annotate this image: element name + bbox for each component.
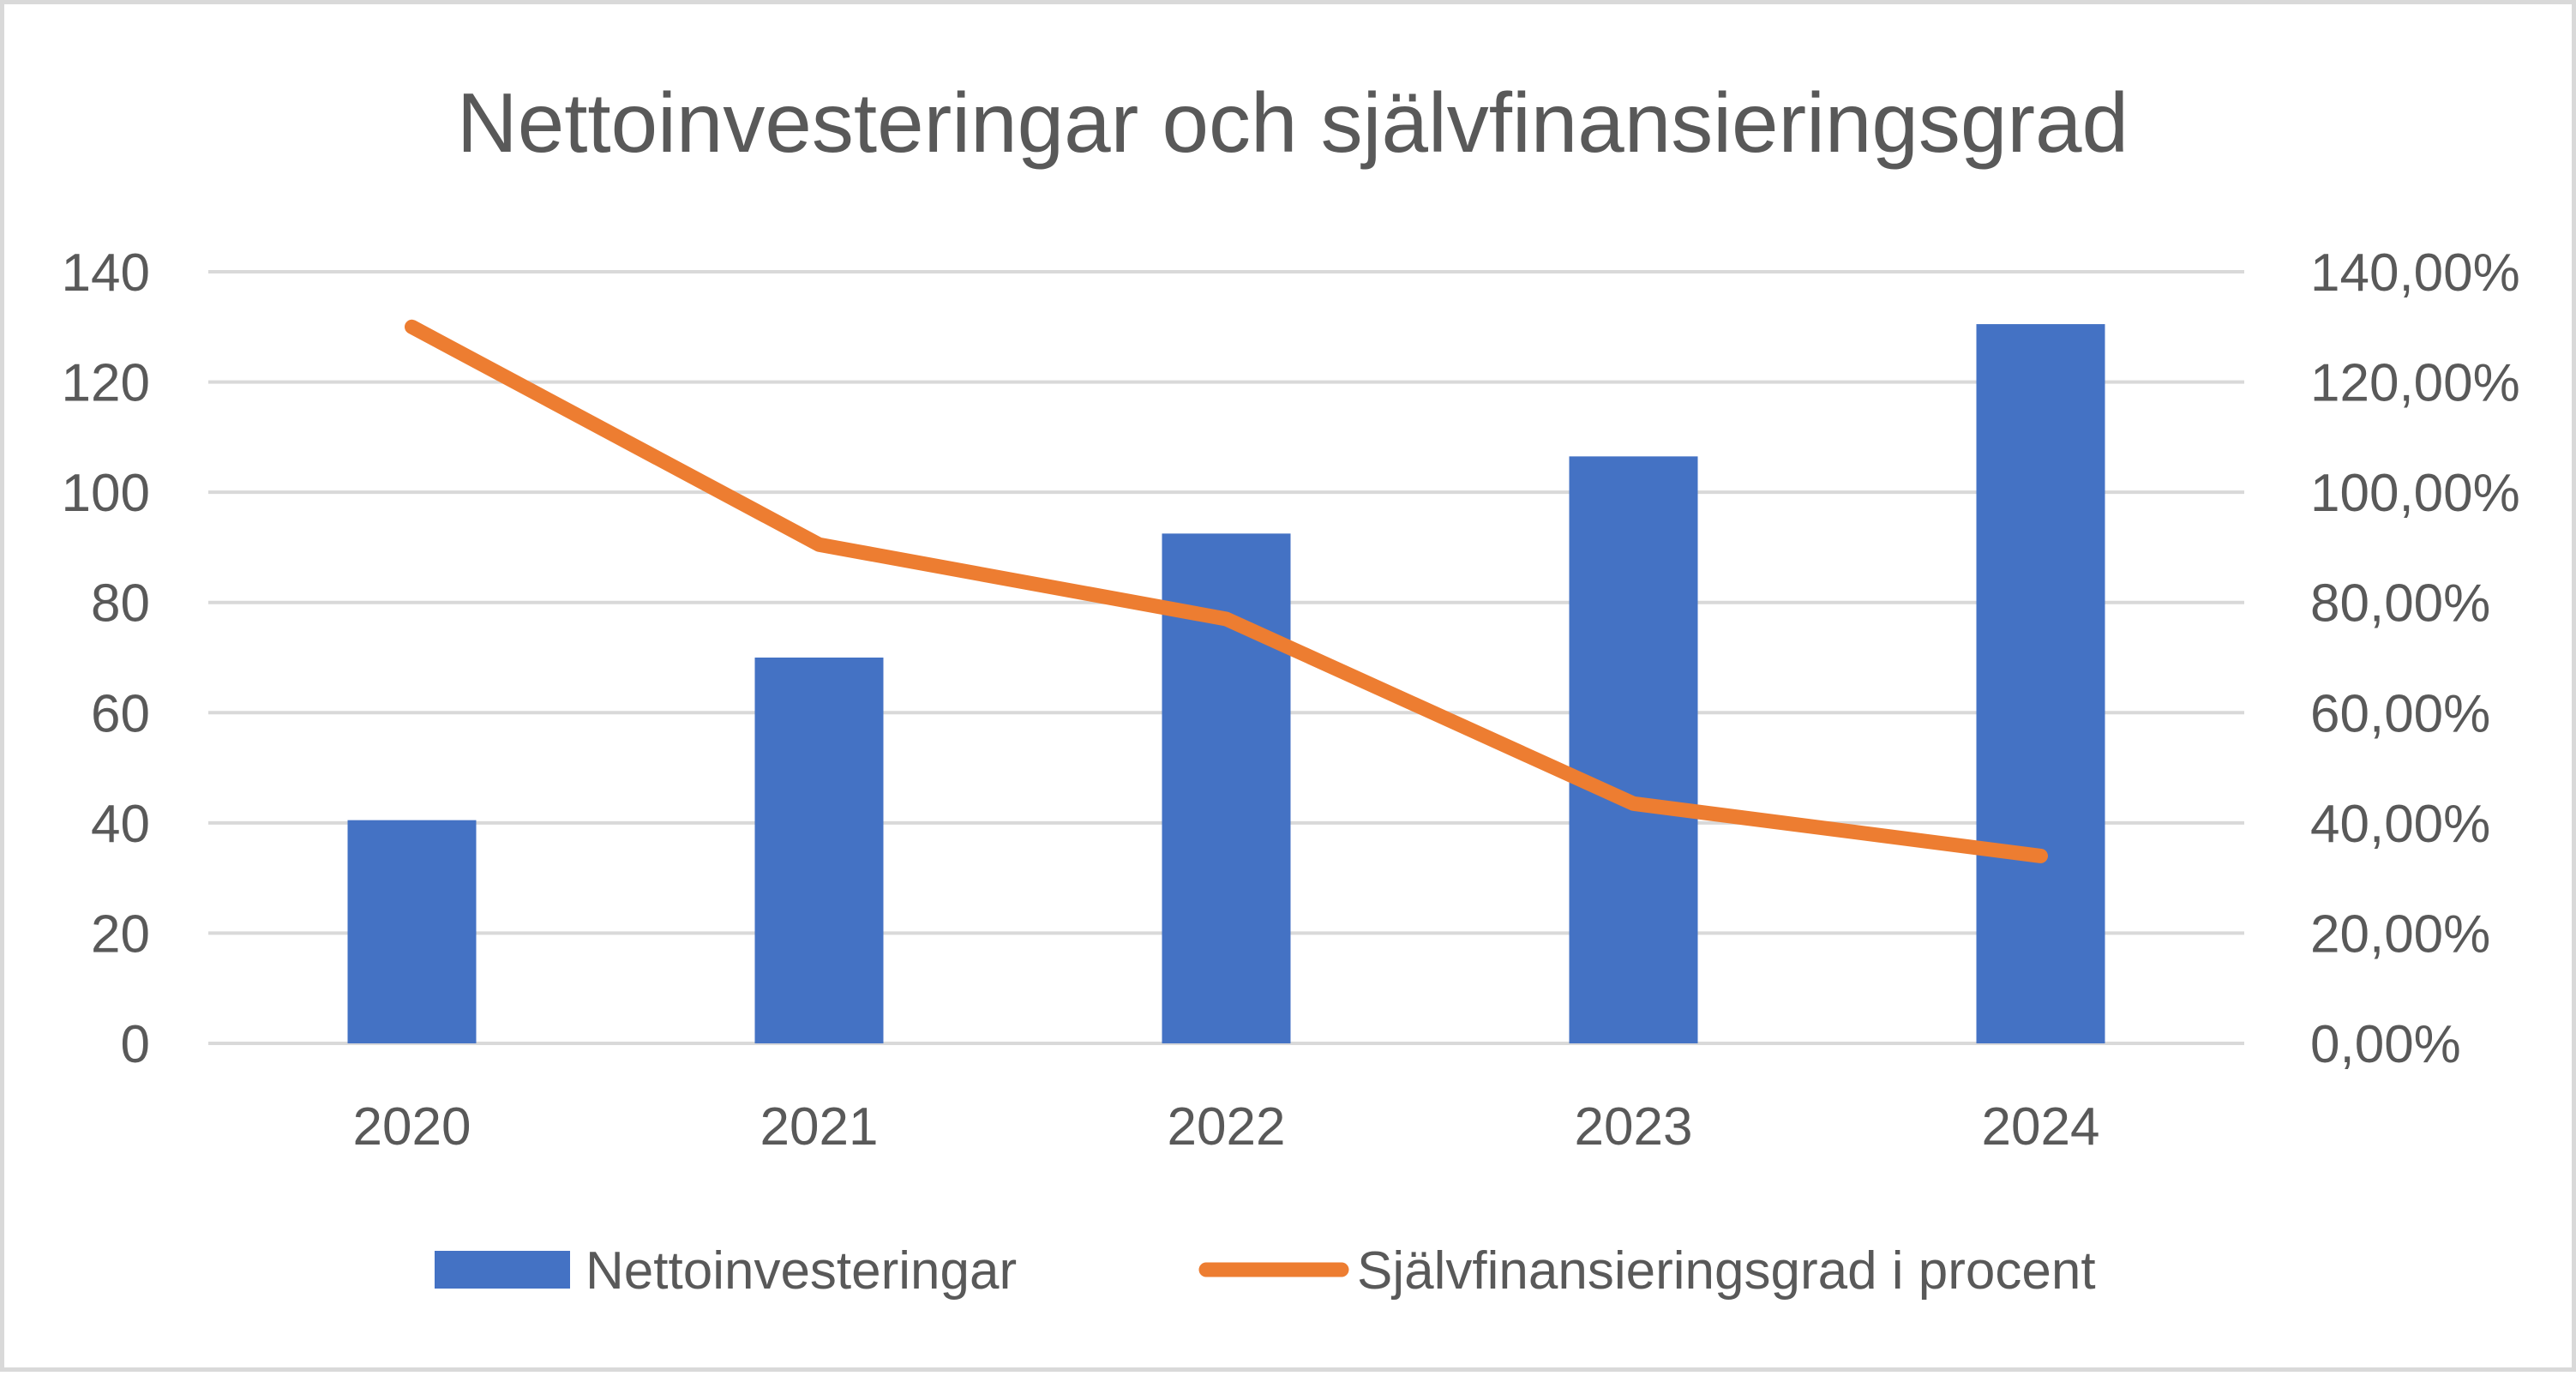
chart-svg: Nettoinvesteringar och självfinansiering… [4, 4, 2576, 1376]
bar-nettoinvesteringar [1977, 324, 2105, 1043]
bar-nettoinvesteringar [755, 658, 884, 1043]
left-tick-label: 80 [91, 574, 150, 634]
x-tick-label: 2020 [353, 1097, 471, 1157]
right-tick-label: 140,00% [2310, 243, 2520, 303]
left-tick-label: 40 [91, 795, 150, 854]
left-tick-label: 20 [91, 904, 150, 964]
right-tick-label: 80,00% [2310, 574, 2490, 634]
legend-label-line: Självfinansieringsgrad i procent [1357, 1241, 2096, 1301]
x-tick-label: 2022 [1168, 1097, 1286, 1157]
x-axis: 2020 2021 2022 2023 2024 [353, 1097, 2100, 1157]
right-tick-label: 0,00% [2310, 1015, 2461, 1074]
legend-swatch-bar [435, 1251, 570, 1289]
bar-nettoinvesteringar [348, 820, 477, 1043]
right-tick-label: 100,00% [2310, 464, 2520, 523]
right-tick-label: 20,00% [2310, 904, 2490, 964]
legend: Nettoinvesteringar Självfinansieringsgrad… [435, 1241, 2096, 1301]
x-tick-label: 2024 [1982, 1097, 2100, 1157]
left-tick-label: 100 [62, 464, 150, 523]
x-tick-label: 2023 [1575, 1097, 1693, 1157]
x-tick-label: 2021 [760, 1097, 879, 1157]
left-tick-label: 60 [91, 684, 150, 743]
left-tick-label: 120 [62, 354, 150, 413]
left-tick-label: 140 [62, 243, 150, 303]
chart-title: Nettoinvesteringar och självfinansiering… [457, 75, 2129, 170]
right-tick-label: 60,00% [2310, 684, 2490, 743]
right-axis: 0,00% 20,00% 40,00% 60,00% 80,00% 100,00% 120,… [2310, 243, 2520, 1074]
right-tick-label: 40,00% [2310, 795, 2490, 854]
left-axis: 0 20 40 60 80 100 120 140 [62, 243, 150, 1074]
bar-nettoinvesteringar [1570, 456, 1698, 1043]
left-tick-label: 0 [121, 1015, 150, 1074]
legend-label-bar: Nettoinvesteringar [585, 1241, 1017, 1301]
right-tick-label: 120,00% [2310, 354, 2520, 413]
